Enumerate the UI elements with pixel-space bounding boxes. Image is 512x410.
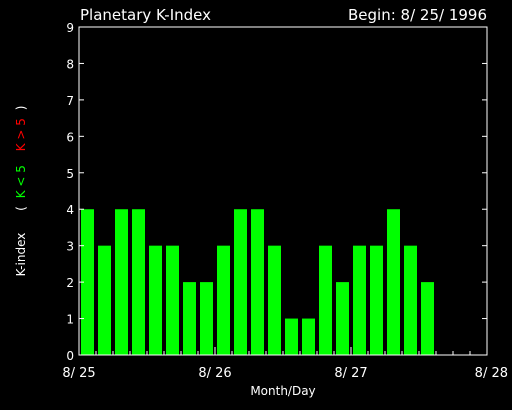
y-tick-label: 3 — [66, 240, 74, 254]
x-tick-label: 8/ 25 — [62, 366, 95, 381]
y-tick-label: 5 — [66, 167, 74, 181]
bar — [336, 282, 349, 355]
y-tick-label: 1 — [66, 313, 74, 327]
bar — [421, 282, 434, 355]
x-tick-label: 8/ 28 — [475, 366, 508, 381]
bar-series — [81, 209, 434, 355]
bar — [98, 245, 111, 355]
bar — [132, 209, 145, 355]
y-tick-label: 9 — [66, 21, 74, 35]
y-tick-label: 4 — [66, 203, 74, 217]
bar — [251, 209, 264, 355]
bar — [353, 245, 366, 355]
bar — [115, 209, 128, 355]
x-tick-label: 8/ 27 — [334, 366, 367, 381]
bar — [217, 245, 230, 355]
y-tick-label: 8 — [66, 57, 74, 71]
bar — [149, 245, 162, 355]
y-tick-label: 7 — [66, 94, 74, 108]
y-axis-legend-open: ( — [14, 206, 28, 211]
bar — [387, 209, 400, 355]
y-axis-legend-close: ) — [14, 106, 28, 111]
plot-frame — [78, 26, 488, 356]
bar — [268, 245, 281, 355]
bar — [404, 245, 417, 355]
bar — [200, 282, 213, 355]
y-tick-label: 0 — [66, 349, 74, 363]
y-axis-legend-high: K > 5 — [14, 118, 28, 151]
x-axis-label: Month/Day — [250, 384, 315, 398]
bar — [166, 245, 179, 355]
bar — [234, 209, 247, 355]
bar — [319, 245, 332, 355]
y-tick-label: 2 — [66, 276, 74, 290]
y-tick-label: 6 — [66, 130, 74, 144]
x-axis-ticks: 8/ 25 8/ 26 8/ 27 8/ 28 — [62, 347, 508, 381]
chart-title: Planetary K-Index — [80, 6, 211, 24]
y-axis-legend-low: K < 5 — [14, 165, 28, 198]
bar — [81, 209, 94, 355]
bar — [183, 282, 196, 355]
y-axis-label: K-index — [14, 233, 28, 277]
bar — [370, 245, 383, 355]
bar — [285, 318, 298, 355]
chart-subtitle: Begin: 8/ 25/ 1996 — [348, 6, 487, 24]
bar — [302, 318, 315, 355]
x-tick-label: 8/ 26 — [198, 366, 231, 381]
y-axis-label-group: K-index ( K < 5 K > 5 ) — [14, 106, 28, 277]
